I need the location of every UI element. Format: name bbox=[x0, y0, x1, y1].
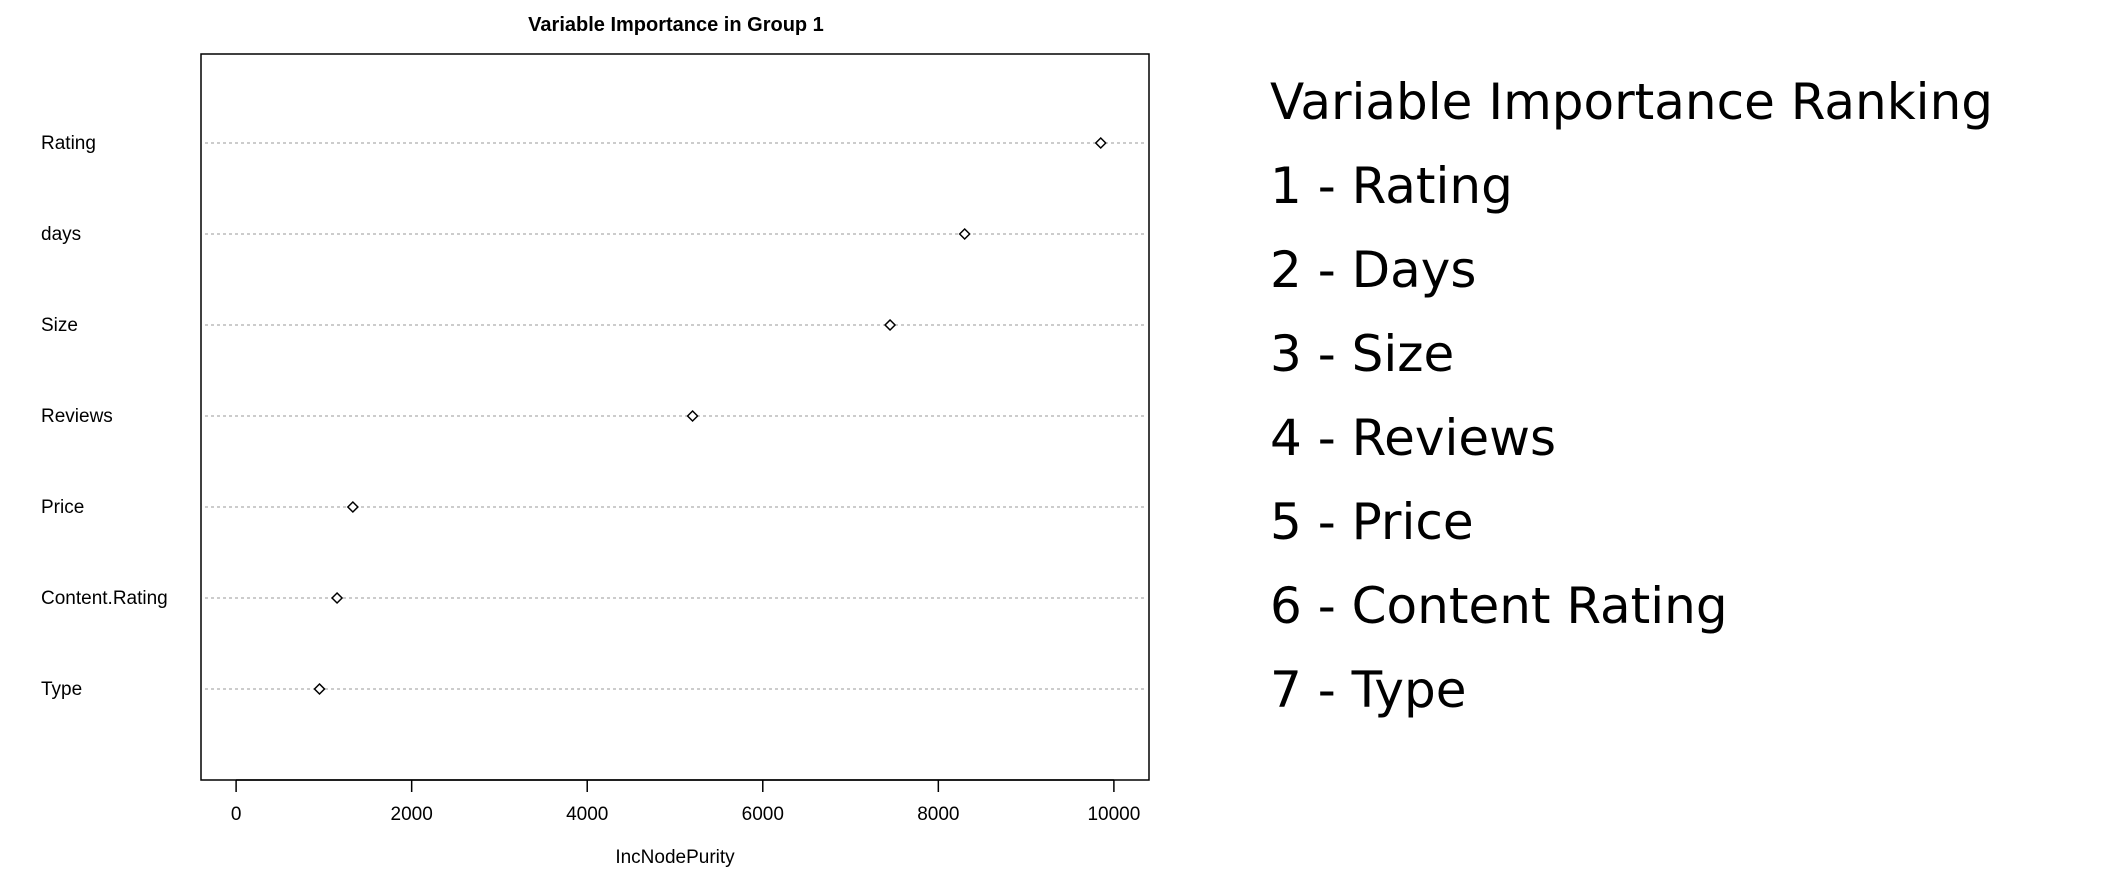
data-point bbox=[330, 591, 344, 605]
data-point bbox=[313, 682, 326, 696]
category-label: days bbox=[41, 224, 81, 245]
ranking-title: Variable Importance Ranking bbox=[1270, 73, 1993, 131]
category-label: Reviews bbox=[41, 406, 113, 427]
variable-importance-chart: Variable Importance in Group 1 Rating day… bbox=[41, 14, 1150, 868]
ranking-item: 1 - Rating bbox=[1270, 157, 1513, 215]
category-label: Price bbox=[41, 497, 84, 518]
ranking-item: 2 - Days bbox=[1270, 241, 1477, 299]
chart-title: Variable Importance in Group 1 bbox=[528, 14, 824, 36]
data-point bbox=[883, 318, 897, 332]
x-tick-label: 4000 bbox=[566, 804, 608, 825]
ranking-item: 6 - Content Rating bbox=[1270, 577, 1728, 635]
category-labels: Rating days Size Reviews Price Content.Rating… bbox=[41, 133, 168, 700]
x-axis-title: IncNodePurity bbox=[615, 847, 735, 868]
ranking-list: 1 - Rating 2 - Days 3 - Size 4 - Reviews 5 -… bbox=[1270, 154, 1993, 722]
x-tick-label: 0 bbox=[231, 804, 242, 825]
x-tick-label: 6000 bbox=[742, 804, 784, 825]
data-point bbox=[686, 409, 699, 423]
data-point bbox=[1094, 136, 1107, 150]
ranking-item: 4 - Reviews bbox=[1270, 409, 1557, 467]
x-tick-label: 2000 bbox=[391, 804, 433, 825]
grid-lines bbox=[205, 142, 1145, 690]
ranking-panel: Variable Importance Ranking 1 - Rating 2 … bbox=[1270, 70, 1993, 742]
ranking-item: 5 - Price bbox=[1270, 493, 1474, 551]
data-points bbox=[313, 136, 1107, 696]
data-point bbox=[958, 227, 971, 241]
category-label: Type bbox=[41, 679, 82, 700]
x-tick-label: 10000 bbox=[1087, 804, 1140, 825]
plot-frame bbox=[200, 53, 1150, 781]
x-tick-label: 8000 bbox=[917, 804, 959, 825]
category-label: Rating bbox=[41, 133, 96, 154]
x-axis: 0 2000 4000 6000 8000 10000 bbox=[231, 779, 1140, 825]
category-label: Content.Rating bbox=[41, 588, 168, 609]
ranking-item: 3 - Size bbox=[1270, 325, 1455, 383]
ranking-item: 7 - Type bbox=[1270, 661, 1467, 719]
data-point bbox=[346, 500, 359, 514]
category-label: Size bbox=[41, 315, 78, 336]
